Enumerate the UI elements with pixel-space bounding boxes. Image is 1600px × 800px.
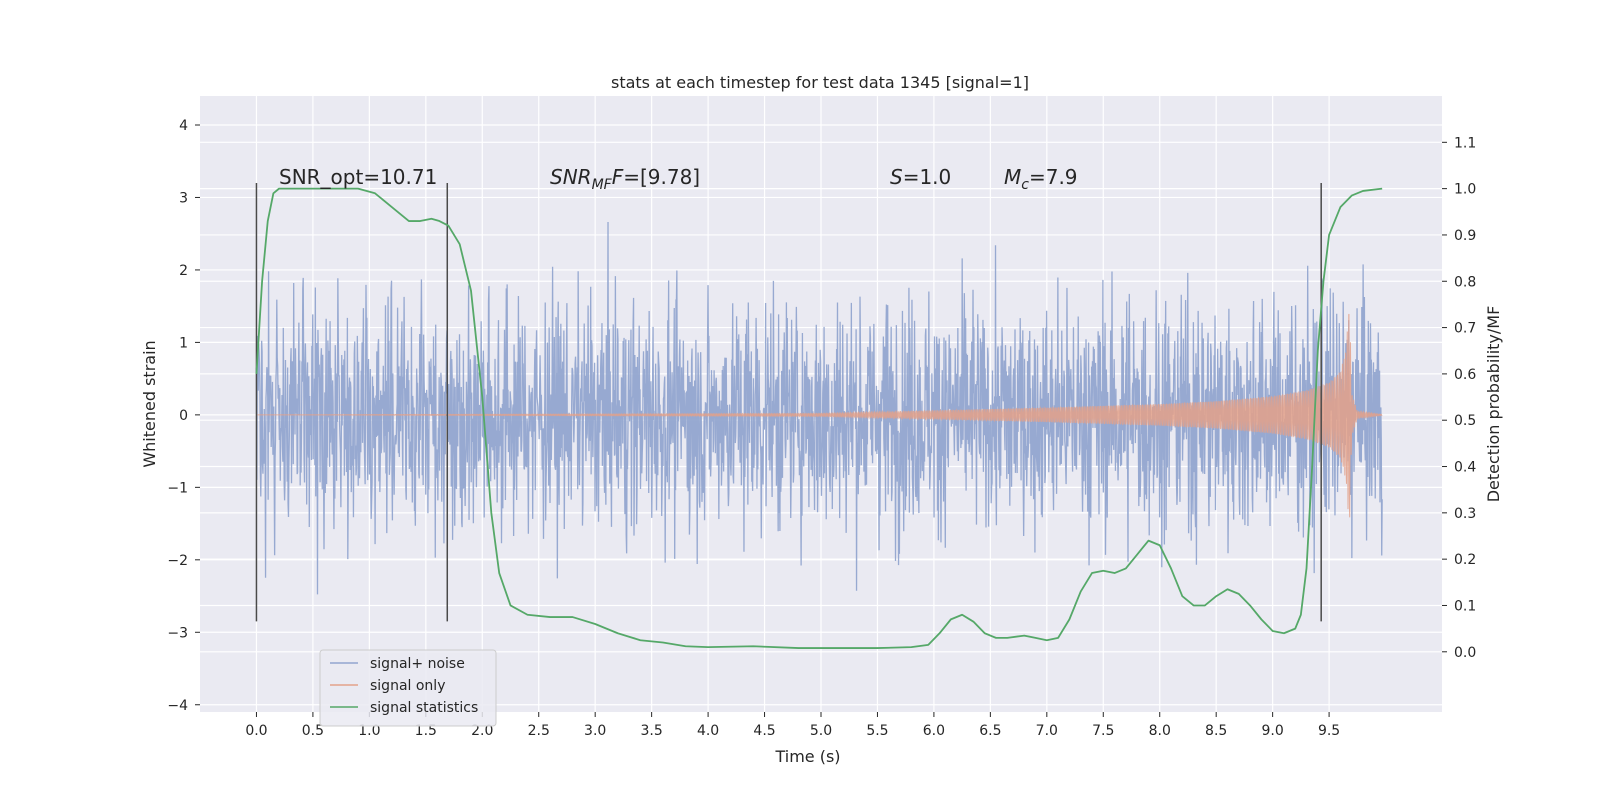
y-right-tick-label: 1.0: [1454, 182, 1476, 198]
annotation-snr-mf-rest: =[9.78]: [623, 165, 700, 189]
annotation-mc-value: =7.9: [1029, 165, 1078, 189]
legend-label-signal-noise: signal+ noise: [370, 656, 465, 672]
x-tick-label: 2.0: [471, 723, 493, 739]
series-signal-only: [256, 313, 1383, 518]
y-axis-ticks-right: 1.1 1.0 0.9 0.8 0.7 0.6 0.5 0.4 0.3 0.2 0.1 0.0: [1442, 135, 1476, 661]
x-tick-label: 4.5: [753, 723, 775, 739]
signal-statistics-line: [255, 187, 1383, 649]
annotation-snr-mf-sub: MF: [592, 177, 613, 193]
series-signal-statistics: [255, 187, 1383, 649]
annotation-s-label: S: [890, 165, 903, 189]
x-tick-label: 5.5: [866, 723, 888, 739]
y-tick-label: 2: [179, 263, 188, 279]
y-right-tick-label: 0.7: [1454, 321, 1476, 337]
y-right-tick-label: 0.6: [1454, 367, 1476, 383]
x-tick-label: 3.0: [584, 723, 606, 739]
x-axis-ticks: 0.0 0.5 1.0 1.5 2.0 2.5 3.0 3.5 4.0 4.5 5.0 5.5 6.0 6…: [245, 712, 1340, 739]
y-right-tick-label: 0.9: [1454, 228, 1476, 244]
y-tick-label: 1: [179, 335, 188, 351]
vertical-markers: [255, 182, 1322, 622]
y-right-tick-label: 0.2: [1454, 552, 1476, 568]
x-tick-label: 9.0: [1262, 723, 1284, 739]
annotation-snr-opt: SNR_opt=10.71: [279, 165, 437, 189]
y-right-tick-label: 0.0: [1454, 645, 1476, 661]
x-tick-label: 0.0: [245, 723, 267, 739]
x-tick-label: 4.0: [697, 723, 719, 739]
y-right-tick-label: 0.1: [1454, 598, 1476, 614]
annotation-s-value: =1.0: [903, 165, 952, 189]
y-tick-label: 4: [179, 118, 188, 134]
annotation-mc-main: M: [1004, 165, 1021, 189]
y-right-tick-label: 0.4: [1454, 460, 1476, 476]
y-tick-label: 0: [179, 408, 188, 424]
y-right-tick-label: 0.5: [1454, 413, 1476, 429]
legend-label-signal-statistics: signal statistics: [370, 700, 478, 716]
y-tick-label: −2: [167, 553, 188, 569]
y-axis-label-left: Whitened strain: [140, 340, 159, 467]
annotation-snr-mf: SNRMFF=[9.78]: [550, 165, 700, 193]
x-tick-label: 0.5: [302, 723, 324, 739]
x-axis-label: Time (s): [774, 747, 840, 766]
x-tick-label: 6.5: [979, 723, 1001, 739]
y-tick-label: −4: [167, 698, 188, 714]
x-tick-label: 9.5: [1318, 723, 1340, 739]
y-right-tick-label: 0.3: [1454, 506, 1476, 522]
x-tick-label: 3.5: [641, 723, 663, 739]
y-tick-label: −3: [167, 625, 188, 641]
y-axis-label-right: Detection probability/MF: [1484, 306, 1503, 503]
x-tick-label: 8.0: [1149, 723, 1171, 739]
y-axis-ticks-left: 4 3 2 1 0 −1 −2 −3 −4: [167, 118, 200, 714]
y-right-tick-label: 0.8: [1454, 274, 1476, 290]
x-tick-label: 7.0: [1036, 723, 1058, 739]
x-tick-label: 1.0: [358, 723, 380, 739]
legend: signal+ noise signal only signal statist…: [319, 649, 497, 727]
x-tick-label: 8.5: [1205, 723, 1227, 739]
y-tick-label: −1: [167, 480, 188, 496]
signal-only-line: [256, 313, 1383, 518]
chart-title: stats at each timestep for test data 134…: [611, 73, 1029, 92]
annotation-s: S=1.0: [890, 165, 951, 189]
annotation-snr-mf-main: SNR: [550, 165, 592, 189]
annotation-mc-sub: c: [1021, 177, 1029, 193]
x-tick-label: 5.0: [810, 723, 832, 739]
y-tick-label: 3: [179, 190, 188, 206]
x-tick-label: 1.5: [415, 723, 437, 739]
annotation-snr-mf-f: F: [612, 165, 624, 189]
x-tick-label: 6.0: [923, 723, 945, 739]
legend-label-signal-only: signal only: [370, 678, 445, 694]
legend-box: [319, 649, 497, 727]
annotation-mc: Mc=7.9: [1004, 165, 1078, 193]
x-tick-label: 7.5: [1092, 723, 1114, 739]
x-tick-label: 2.5: [528, 723, 550, 739]
y-right-tick-label: 1.1: [1454, 135, 1476, 151]
